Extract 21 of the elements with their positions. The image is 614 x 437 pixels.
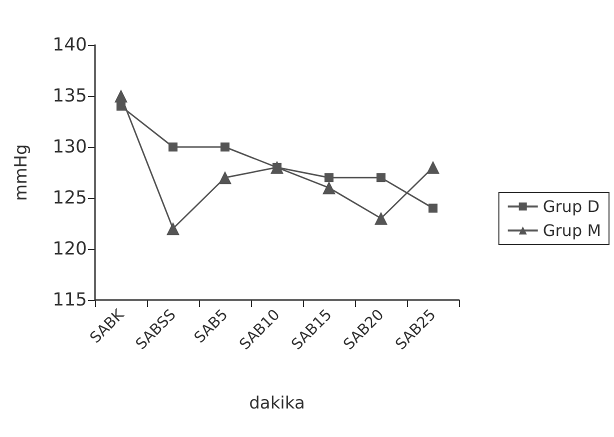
point [324, 173, 334, 182]
point [168, 142, 178, 152]
legend-label: Grup D [542, 197, 600, 216]
point [376, 173, 386, 182]
point [166, 222, 180, 236]
point [322, 181, 336, 194]
x-axis-title: dakika [249, 394, 305, 414]
y-tick-label: 120 [52, 238, 87, 260]
legend-label: Grup M [542, 221, 602, 240]
point [426, 160, 440, 174]
y-tick-label: 115 [52, 290, 87, 310]
y-axis-title: mmHg [12, 144, 32, 201]
y-tick-label: 140 [52, 34, 87, 56]
point [220, 142, 230, 152]
y-tick-label: 130 [52, 136, 87, 158]
point [116, 102, 126, 111]
point [374, 212, 388, 225]
y-tick-label: 135 [52, 86, 87, 106]
point [218, 171, 232, 184]
y-tick-label: 125 [52, 188, 87, 208]
point [428, 204, 438, 213]
